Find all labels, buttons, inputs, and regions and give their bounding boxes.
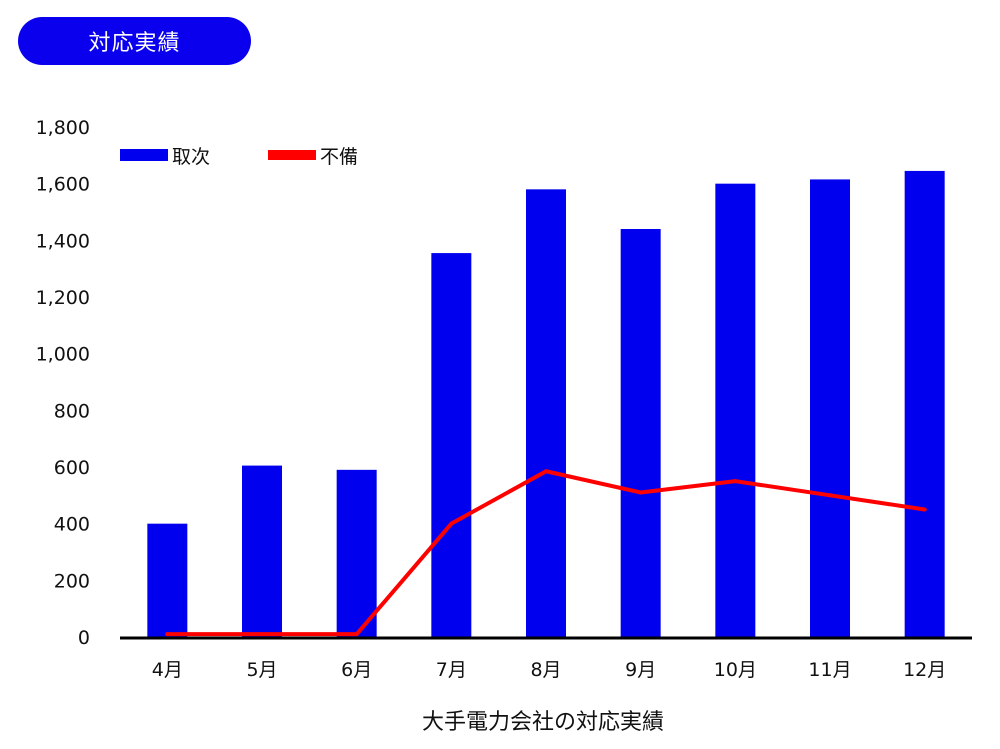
y-tick-label: 800 [54, 400, 90, 422]
y-tick-label: 1,200 [36, 287, 90, 309]
line-point [354, 632, 359, 637]
legend-swatch-bar [120, 149, 168, 161]
x-tick-label: 9月 [625, 659, 656, 681]
x-tick-label: 5月 [246, 659, 277, 681]
y-tick-label: 400 [54, 514, 90, 536]
y-tick-label: 1,400 [36, 230, 90, 252]
legend-label-bar: 取次 [172, 146, 210, 168]
bar [242, 465, 282, 637]
y-tick-label: 1,600 [36, 174, 90, 196]
bar [810, 179, 850, 637]
y-tick-label: 1,800 [36, 117, 90, 139]
x-tick-label: 4月 [152, 659, 183, 681]
bar [620, 229, 661, 637]
bar [904, 170, 945, 637]
x-tick-label: 11月 [808, 659, 851, 681]
x-axis-caption: 大手電力会社の対応実績 [422, 710, 664, 735]
x-tick-label: 10月 [714, 659, 757, 681]
x-tick-label: 6月 [341, 659, 372, 681]
y-tick-label: 0 [78, 627, 90, 649]
line-point [449, 521, 454, 526]
y-tick-label: 600 [54, 457, 90, 479]
legend-label-line: 不備 [320, 146, 358, 168]
line-point [544, 469, 548, 474]
legend-swatch-line [268, 150, 316, 160]
x-tick-label: 7月 [436, 659, 467, 681]
bar [431, 253, 472, 638]
line-point [733, 479, 738, 484]
bar [526, 189, 566, 638]
bar-series [147, 170, 945, 638]
line-series [165, 469, 927, 637]
line-point [260, 632, 264, 637]
line-point [638, 490, 643, 495]
line-point [922, 507, 927, 512]
section-badge: 対応実績 [18, 17, 251, 65]
bar [336, 469, 377, 637]
y-tick-label: 200 [54, 570, 90, 592]
y-axis-ticks: 0 200 400 600 800 1,000 1,200 1,400 1,600 1,800 [36, 117, 90, 649]
bar [715, 183, 756, 637]
x-tick-label: 12月 [903, 659, 946, 681]
x-tick-label: 8月 [530, 659, 561, 681]
section-badge-label: 対応実績 [88, 31, 181, 56]
legend: 取次 不備 [120, 146, 358, 168]
y-tick-label: 1,000 [36, 344, 90, 366]
line-point [165, 632, 170, 637]
line-point [828, 493, 832, 498]
x-axis-ticks: 4月 5月 6月 7月 8月 9月 10月 11月 12月 [152, 659, 946, 681]
bar [147, 523, 188, 637]
